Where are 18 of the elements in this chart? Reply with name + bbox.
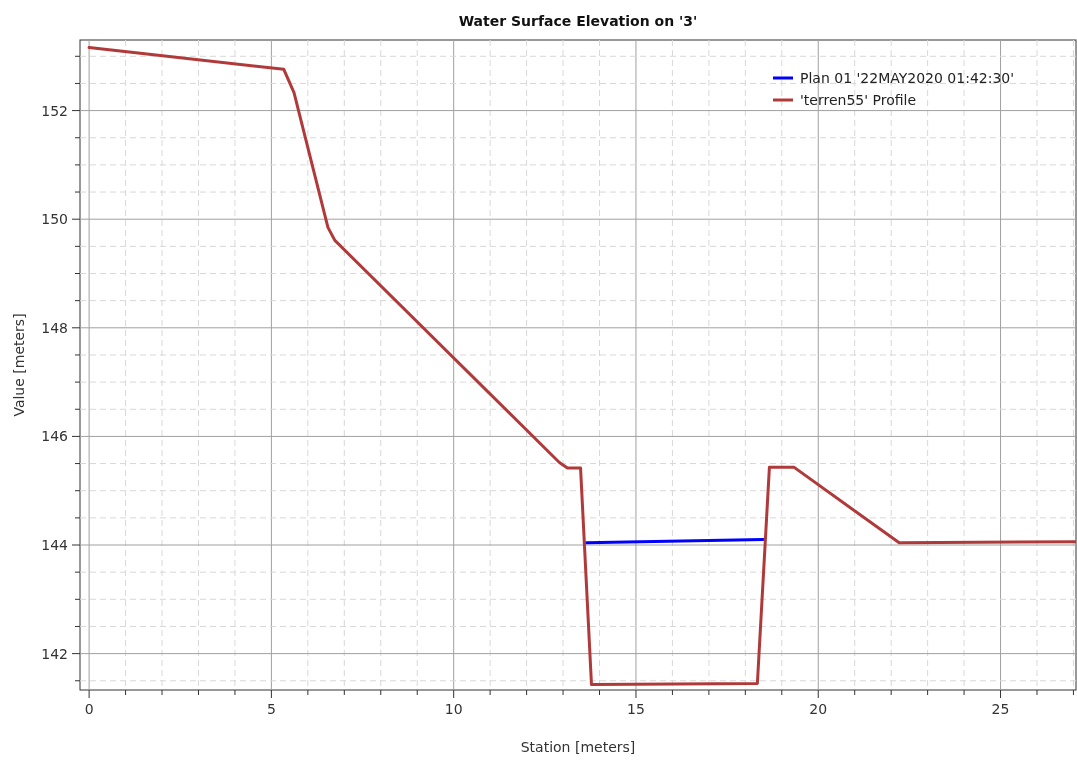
y-tick-label: 146 (41, 428, 69, 445)
y-tick-label: 152 (41, 102, 68, 119)
x-axis-title: Station [meters] (520, 739, 636, 755)
legend-label: Plan 01 '22MAY2020 01:42:30' (800, 70, 1015, 86)
line-series (87, 46, 1076, 687)
y-axis-title: Value [meters] (11, 313, 27, 417)
legend-label: 'terren55' Profile (800, 92, 917, 108)
x-tick-label: 25 (991, 701, 1010, 717)
y-tick-label: 148 (41, 319, 68, 336)
x-tick-label: 5 (266, 701, 276, 717)
x-tick-label: 20 (809, 701, 828, 717)
x-tick-label: 10 (444, 701, 463, 717)
y-tick-label: 142 (41, 645, 68, 662)
y-tick-label: 150 (41, 211, 68, 228)
y-tick-label: 144 (41, 537, 69, 554)
x-tick-label: 15 (627, 701, 645, 717)
chart-title: Water Surface Elevation on '3' (458, 13, 698, 29)
x-tick-label: 0 (84, 701, 94, 717)
